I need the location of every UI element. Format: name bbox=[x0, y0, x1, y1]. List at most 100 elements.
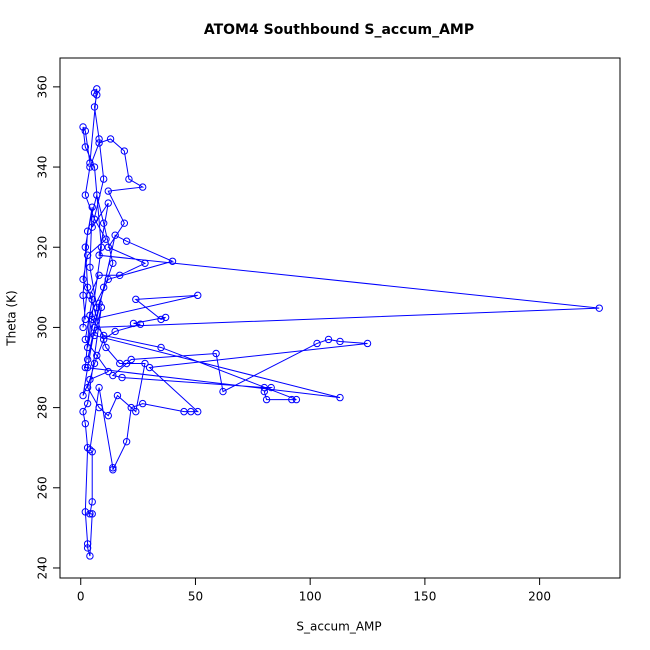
data-point bbox=[90, 103, 99, 111]
y-tick-label: 300 bbox=[36, 316, 50, 339]
data-point bbox=[93, 303, 101, 312]
data-point bbox=[93, 351, 101, 360]
data-point bbox=[102, 235, 110, 243]
data-point bbox=[90, 331, 99, 340]
x-tick-label: 0 bbox=[77, 590, 85, 604]
data-point bbox=[88, 498, 96, 506]
x-tick-label: 50 bbox=[188, 590, 203, 604]
data-point bbox=[81, 335, 90, 344]
y-tick-label: 240 bbox=[36, 557, 50, 580]
data-point bbox=[102, 343, 110, 352]
data-point bbox=[86, 159, 94, 167]
data-point bbox=[122, 437, 131, 446]
data-point bbox=[116, 271, 124, 280]
data-point bbox=[79, 123, 87, 131]
data-point bbox=[161, 313, 170, 322]
data-point bbox=[95, 251, 103, 259]
y-tick-label: 360 bbox=[36, 75, 50, 98]
data-point bbox=[83, 283, 92, 292]
data-point bbox=[99, 219, 108, 227]
data-point bbox=[83, 399, 92, 408]
data-point bbox=[324, 335, 333, 344]
data-point bbox=[86, 375, 94, 384]
data-point bbox=[81, 363, 90, 372]
data-point bbox=[104, 411, 112, 420]
data-point bbox=[104, 243, 112, 251]
data-point bbox=[109, 466, 117, 474]
data-point bbox=[262, 395, 271, 404]
data-point bbox=[83, 383, 92, 392]
data-point bbox=[93, 91, 101, 99]
data-point bbox=[157, 315, 165, 324]
data-point bbox=[127, 355, 135, 364]
data-point bbox=[83, 540, 92, 548]
data-point bbox=[83, 343, 92, 352]
data-point bbox=[313, 339, 321, 348]
data-point bbox=[194, 291, 202, 300]
data-point bbox=[83, 443, 92, 452]
data-point bbox=[267, 383, 275, 392]
data-point bbox=[106, 135, 115, 143]
data-point bbox=[95, 299, 103, 308]
data-point bbox=[292, 395, 301, 404]
data-point bbox=[99, 283, 108, 292]
data-point bbox=[118, 373, 126, 382]
x-tick-label: 150 bbox=[413, 590, 436, 604]
data-point bbox=[260, 387, 268, 396]
x-tick-label: 100 bbox=[299, 590, 322, 604]
data-point bbox=[79, 291, 87, 300]
data-point bbox=[111, 231, 119, 239]
data-point bbox=[90, 163, 99, 171]
data-point bbox=[88, 448, 96, 456]
data-point bbox=[95, 403, 103, 412]
data-point bbox=[90, 89, 99, 97]
y-tick-label: 340 bbox=[36, 156, 50, 179]
data-point bbox=[81, 315, 90, 324]
data-point bbox=[81, 143, 90, 151]
data-point bbox=[86, 311, 94, 320]
data-point bbox=[79, 323, 87, 332]
data-point bbox=[90, 323, 99, 332]
data-point bbox=[99, 335, 108, 344]
data-point bbox=[145, 363, 154, 372]
data-point bbox=[104, 187, 112, 195]
data-point bbox=[88, 203, 96, 211]
y-tick-label: 280 bbox=[36, 396, 50, 419]
data-point bbox=[79, 407, 87, 416]
data-point bbox=[125, 175, 133, 183]
data-point bbox=[81, 127, 90, 135]
data-point bbox=[95, 271, 103, 280]
data-point bbox=[122, 237, 131, 245]
data-point bbox=[97, 303, 106, 312]
data-point bbox=[595, 304, 603, 312]
data-point bbox=[104, 367, 112, 376]
y-tick-label: 260 bbox=[36, 476, 50, 499]
data-point bbox=[81, 419, 90, 428]
data-line bbox=[82, 88, 600, 557]
data-point bbox=[109, 259, 117, 267]
data-point bbox=[212, 349, 220, 358]
chart-title: ATOM4 Southbound S_accum_AMP bbox=[204, 22, 474, 38]
x-axis-label: S_accum_AMP bbox=[296, 620, 381, 634]
data-point bbox=[113, 391, 122, 400]
data-point bbox=[157, 343, 165, 352]
data-point bbox=[86, 552, 94, 560]
data-point bbox=[363, 339, 372, 348]
data-point bbox=[127, 403, 135, 412]
data-point bbox=[88, 223, 96, 231]
data-point bbox=[83, 227, 92, 235]
data-point bbox=[95, 135, 103, 143]
data-point bbox=[79, 391, 87, 400]
data-point bbox=[116, 359, 124, 368]
data-point bbox=[141, 359, 149, 368]
y-axis-label: Theta (K) bbox=[5, 290, 19, 346]
data-point bbox=[83, 251, 92, 259]
data-point bbox=[86, 163, 94, 171]
data-point bbox=[120, 147, 129, 155]
data-point bbox=[83, 355, 92, 364]
data-point bbox=[336, 337, 344, 346]
data-point bbox=[86, 510, 94, 518]
data-point bbox=[138, 399, 147, 408]
